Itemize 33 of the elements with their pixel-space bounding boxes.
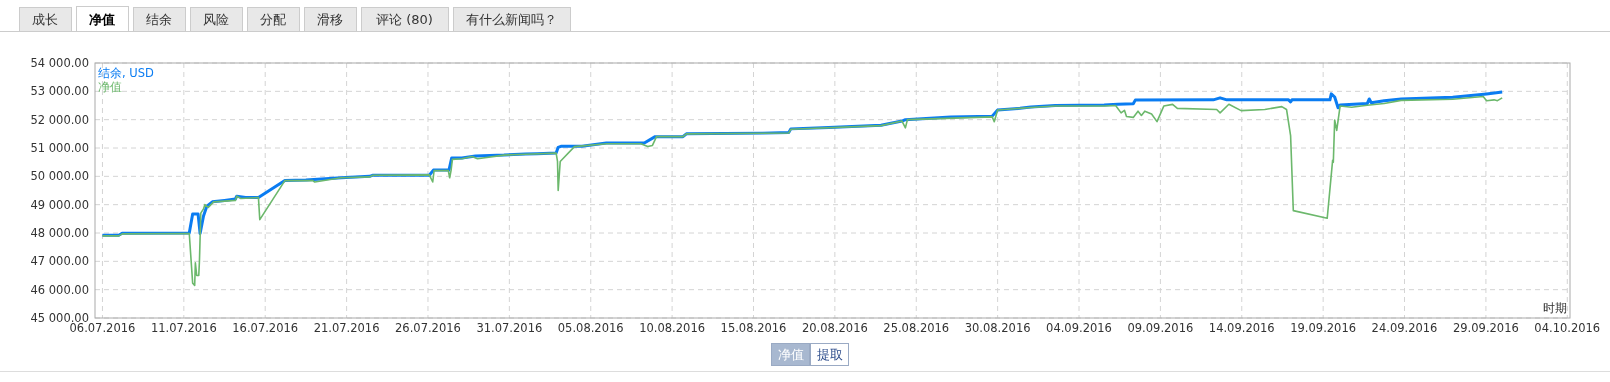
y-tick-label: 50 000.00 (30, 169, 89, 184)
x-tick-label: 04.10.2016 (1534, 321, 1601, 335)
y-tick-label: 48 000.00 (30, 226, 89, 241)
x-tick-label: 24.09.2016 (1371, 321, 1438, 335)
x-tick-label: 31.07.2016 (476, 321, 543, 335)
x-tick-label: 25.08.2016 (883, 321, 950, 335)
x-tick-label: 30.08.2016 (964, 321, 1031, 335)
x-tick-label: 05.08.2016 (557, 321, 624, 335)
tab-bar: 成长 净值 结余 风险 分配 滑移 评论 (80) 有什么新闻吗？ (0, 6, 1610, 32)
y-tick-label: 46 000.00 (30, 282, 89, 297)
x-tick-label: 20.08.2016 (801, 321, 868, 335)
y-tick-label: 49 000.00 (30, 197, 89, 212)
text: 结余, USD (98, 66, 155, 80)
x-tick-label: 16.07.2016 (232, 321, 299, 335)
x-tick-label: 29.09.2016 (1452, 321, 1519, 335)
x-tick-label: 11.07.2016 (150, 321, 217, 335)
x-tick-label: 14.09.2016 (1208, 321, 1275, 335)
view-toggle-buttons: 净值 提取 (771, 343, 849, 366)
x-tick-label: 10.08.2016 (639, 321, 706, 335)
x-axis-title: 时期 (1543, 301, 1567, 315)
y-tick-label: 52 000.00 (30, 112, 89, 127)
x-tick-label: 06.07.2016 (69, 321, 136, 335)
y-tick-label: 53 000.00 (30, 84, 89, 99)
text: 净值 (98, 80, 122, 94)
y-tick-label: 51 000.00 (30, 141, 89, 156)
x-tick-label: 04.09.2016 (1046, 321, 1112, 335)
y-tick-label: 54 000.00 (30, 56, 89, 71)
x-tick-label: 21.07.2016 (313, 321, 380, 335)
x-tick-label: 19.09.2016 (1290, 321, 1357, 335)
y-tick-label: 47 000.00 (30, 254, 89, 269)
x-tick-label: 15.08.2016 (720, 321, 787, 335)
x-tick-label: 26.07.2016 (395, 321, 461, 335)
x-tick-label: 09.09.2016 (1127, 321, 1194, 335)
